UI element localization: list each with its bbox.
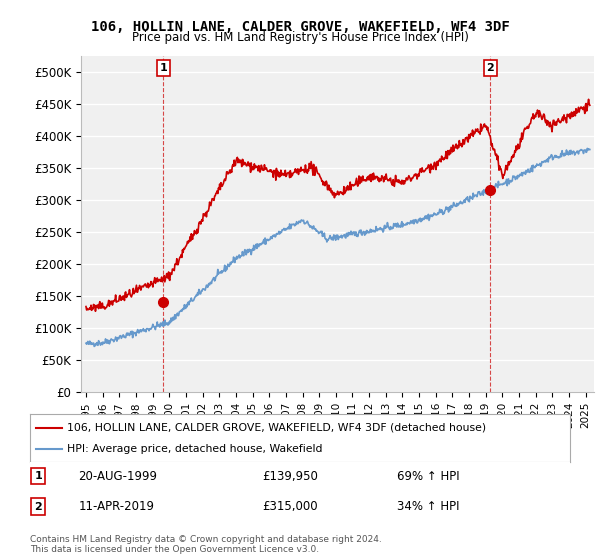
Text: £139,950: £139,950: [262, 470, 318, 483]
Text: 69% ↑ HPI: 69% ↑ HPI: [397, 470, 460, 483]
Text: Price paid vs. HM Land Registry's House Price Index (HPI): Price paid vs. HM Land Registry's House …: [131, 31, 469, 44]
Text: 1: 1: [34, 471, 42, 481]
Text: 2: 2: [34, 502, 42, 512]
Text: HPI: Average price, detached house, Wakefield: HPI: Average price, detached house, Wake…: [67, 444, 322, 454]
Text: 2: 2: [487, 63, 494, 73]
Text: Contains HM Land Registry data © Crown copyright and database right 2024.
This d: Contains HM Land Registry data © Crown c…: [30, 535, 382, 554]
Text: 34% ↑ HPI: 34% ↑ HPI: [397, 500, 460, 513]
Text: 11-APR-2019: 11-APR-2019: [79, 500, 155, 513]
Text: 20-AUG-1999: 20-AUG-1999: [79, 470, 158, 483]
Text: 1: 1: [160, 63, 167, 73]
Text: 106, HOLLIN LANE, CALDER GROVE, WAKEFIELD, WF4 3DF: 106, HOLLIN LANE, CALDER GROVE, WAKEFIEL…: [91, 20, 509, 34]
Text: 106, HOLLIN LANE, CALDER GROVE, WAKEFIELD, WF4 3DF (detached house): 106, HOLLIN LANE, CALDER GROVE, WAKEFIEL…: [67, 423, 486, 433]
Text: £315,000: £315,000: [262, 500, 318, 513]
